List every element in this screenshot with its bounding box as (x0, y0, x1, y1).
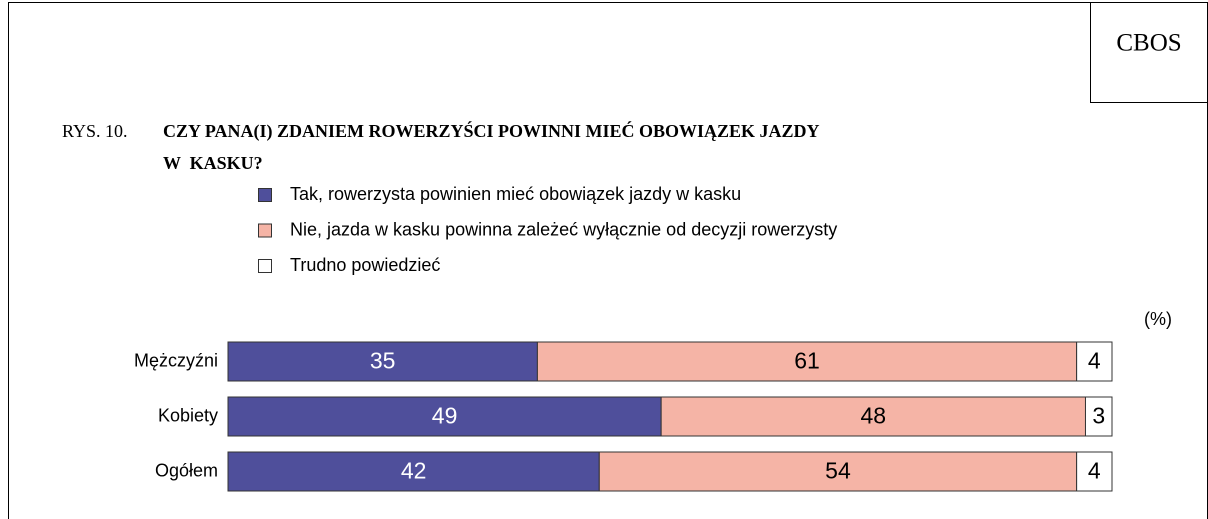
legend-swatch (258, 259, 272, 273)
category-label: Kobiety (158, 405, 218, 425)
source: CBOS (1116, 30, 1181, 57)
legend-swatch (258, 223, 272, 238)
value-label: 4 (1088, 348, 1101, 374)
value-label: 49 (432, 403, 458, 429)
bar-segment (1084, 396, 1113, 437)
bar-segment (227, 451, 600, 492)
value-label: 61 (794, 348, 820, 374)
bar-segment (660, 396, 1086, 437)
value-label: 35 (370, 348, 396, 374)
frame (8, 2, 1208, 519)
bar-segment (227, 341, 538, 382)
value-label: 48 (861, 403, 887, 429)
figure-label: RYS. 10. (62, 121, 128, 141)
bar-segment (536, 341, 1078, 382)
category-label: Ogółem (155, 460, 218, 480)
legend-label: Trudno powiedzieć (290, 255, 440, 275)
value-label: 3 (1092, 403, 1105, 429)
value-label: 4 (1088, 458, 1101, 484)
chart-title: W KASKU? (163, 153, 263, 173)
bar-segment (598, 451, 1078, 492)
unit-label: (%) (1144, 309, 1172, 329)
chart-title: CZY PANA(I) ZDANIEM ROWERZYŚCI POWINNI M… (163, 120, 820, 142)
bar-segment (1076, 451, 1113, 492)
value-label: 54 (825, 458, 851, 484)
bar-segment (227, 396, 662, 437)
legend-label: Tak, rowerzysta powinien mieć obowiązek … (290, 184, 741, 204)
category-label: Mężczyźni (134, 350, 218, 370)
bar-segment (1076, 341, 1113, 382)
value-label: 42 (401, 458, 427, 484)
legend-label: Nie, jazda w kasku powinna zależeć wyłąc… (290, 219, 837, 239)
legend-swatch (258, 188, 272, 202)
